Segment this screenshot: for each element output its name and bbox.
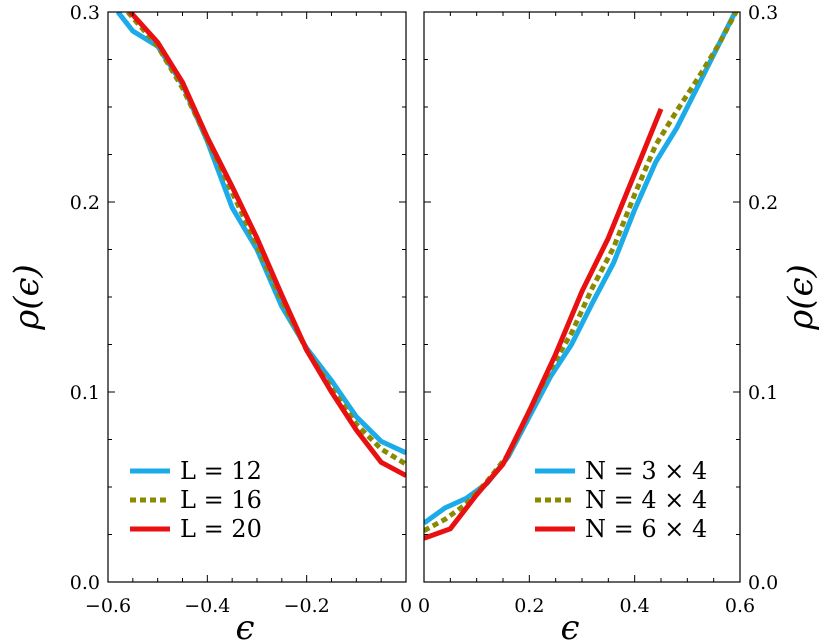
y-tick-label: 0.3 (70, 2, 100, 24)
y-tick-label: 0.0 (70, 572, 100, 594)
y-tick-label: 0.2 (748, 192, 778, 214)
plot-area (424, 12, 739, 541)
y-tick-label: 0.1 (70, 382, 100, 404)
legend-label: N = 3 × 4 (585, 457, 707, 485)
series-line-1 (424, 12, 739, 533)
y-tick-label: 0.0 (748, 572, 778, 594)
series-line-2 (128, 12, 406, 478)
y-tick-label: 0.1 (748, 382, 778, 404)
x-tick-label: −0.4 (184, 595, 230, 617)
series-line-0 (424, 12, 739, 526)
x-axis-label: ϵ (560, 608, 579, 642)
legend-label: N = 6 × 4 (585, 515, 707, 543)
x-tick-label: 0 (418, 595, 430, 617)
x-tick-label: −0.6 (85, 595, 131, 617)
y-tick-label: 0.2 (70, 192, 100, 214)
x-tick-label: 0 (400, 595, 412, 617)
left-panel: −0.6 −0.4 −0.2 00.00.10.20.3ϵρ(ϵ)L = 12L = … (7, 2, 412, 642)
legend-label: L = 12 (180, 457, 262, 485)
legend-label: L = 16 (180, 486, 262, 514)
series-line-0 (115, 12, 406, 456)
legend-label: N = 4 × 4 (585, 486, 707, 514)
x-tick-label: 0.2 (514, 595, 544, 617)
legend: L = 12L = 16L = 20 (130, 457, 262, 543)
x-tick-label: 0.6 (725, 595, 755, 617)
x-tick-label: 0.4 (620, 595, 650, 617)
y-axis-label: ρ(ϵ) (7, 264, 47, 331)
y-axis-label: ρ(ϵ) (781, 264, 821, 331)
legend-label: L = 20 (180, 515, 262, 543)
series-line-2 (424, 107, 664, 541)
y-tick-label: 0.3 (748, 2, 778, 24)
x-tick-label: −0.2 (284, 595, 330, 617)
plot-area (115, 12, 406, 478)
right-panel: 0 0.2 0.4 0.60.00.10.20.3ϵρ(ϵ)N = 3 × 4N = … (418, 2, 821, 642)
series-line-1 (126, 12, 406, 467)
legend: N = 3 × 4N = 4 × 4N = 6 × 4 (535, 457, 707, 543)
x-axis-label: ϵ (235, 608, 254, 642)
